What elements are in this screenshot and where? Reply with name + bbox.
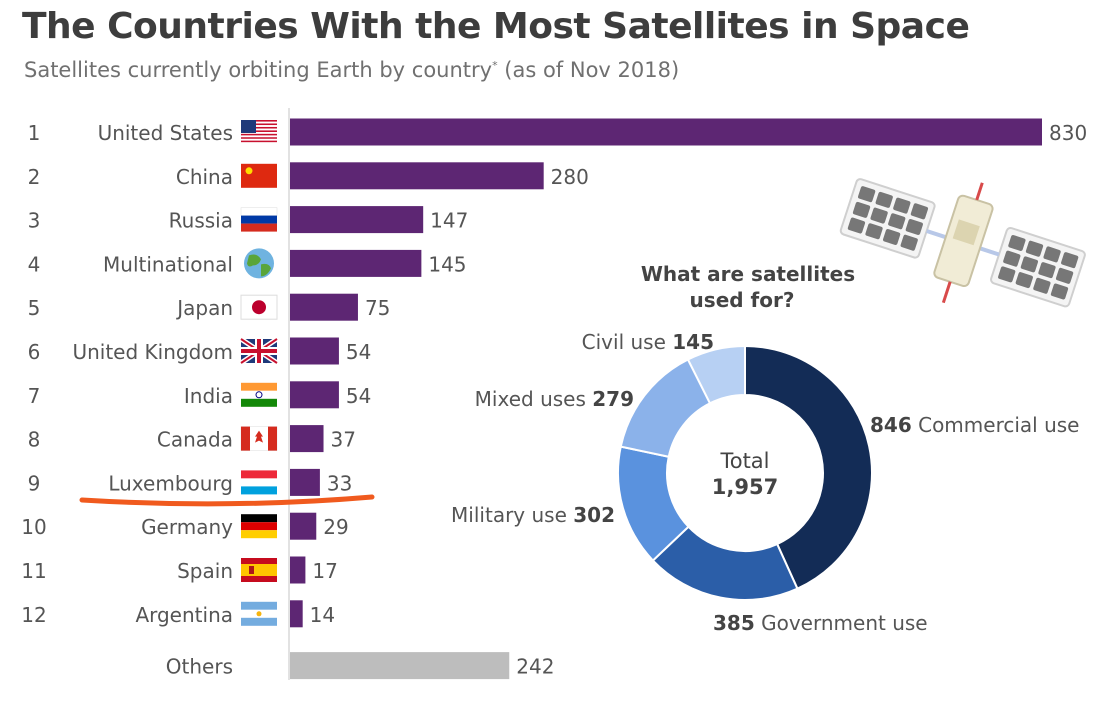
bar-category-label: Canada [157,428,233,452]
bar-value-label: 242 [516,655,554,679]
bar-rank-label: 6 [28,340,41,364]
bar-value-label: 54 [346,340,371,364]
subtitle-footnote-mark: * [492,59,498,72]
bar-row: 3 Russia 147 [28,206,468,234]
flag-germany-icon [241,514,277,539]
bar [290,337,339,365]
bar-rank-label: 4 [28,252,41,276]
bar [290,293,358,321]
bar-rank-label: 9 [28,471,41,495]
bar [290,468,320,496]
bar-row: 9 Luxembourg 33 [28,468,352,496]
donut-slice [744,344,873,591]
bar-row: 7 India 54 [28,381,371,409]
bar-value-label: 830 [1049,121,1087,145]
bar-category-label: Germany [141,515,233,539]
chart-title: The Countries With the Most Satellites i… [22,6,970,47]
bar [290,162,544,190]
flag-spain-icon [241,558,277,582]
donut-slice [686,344,746,405]
bar-category-label: Others [166,655,233,679]
bar-category-label: United Kingdom [72,340,233,364]
bar-rank-label: 1 [28,121,41,145]
bar-row: 6 United Kingdom 54 [28,336,371,366]
bar-value-label: 54 [346,384,371,408]
subtitle-date: (as of Nov 2018) [497,58,680,82]
bar-row: 10 Germany 29 [21,512,349,540]
donut-slice-label: Military use 302 [451,503,615,527]
bar-rank-label: 3 [28,209,41,233]
bar-value-label: 33 [327,471,352,495]
bar-row: 2 China 280 [28,162,589,190]
bar-category-label: Russia [169,209,233,233]
bar-category-label: Spain [177,559,233,583]
bar [290,600,303,628]
flag-luxembourg-icon [241,470,277,495]
bar-category-label: Japan [175,296,233,320]
flag-uk-icon [239,336,279,366]
bar-row: 4 Multinational 145 [28,248,467,279]
bar-rank-label: 11 [21,559,46,583]
flag-russia-icon [240,207,278,232]
bar-value-label: 17 [312,559,337,583]
bar-category-label: United States [98,121,233,145]
donut-center-value: 1,957 [712,475,778,499]
donut-slice-label: 385 Government use [713,611,928,635]
donut-slice-label: Civil use 145 [582,330,714,354]
bar [290,206,424,234]
flag-china-icon [241,163,277,188]
bar-rank-label: 7 [28,384,41,408]
bar [290,381,339,409]
bar-row: 5 Japan 75 [28,293,390,321]
bar-rank-label: 8 [28,428,41,452]
donut-question-line-2: used for? [690,288,795,312]
bar-row: 12 Argentina 14 [21,600,335,628]
donut-labels: 846 Commercial use 385 Government use Mili… [451,330,1079,635]
bar-value-label: 145 [428,252,466,276]
donut-slice-label: Mixed uses 279 [475,387,634,411]
bar-category-label: Argentina [135,603,233,627]
bar-row: 1 United States 830 [28,118,1087,146]
bar-rank-label: 2 [28,165,41,189]
flag-argentina-icon [241,601,277,626]
flag-india-icon [241,382,277,407]
bar-rank-label: 12 [21,603,46,627]
donut-slice-label: 846 Commercial use [870,413,1079,437]
flag-us-icon [241,120,277,144]
flag-canada-icon [240,426,278,451]
highlight-underline [79,494,375,507]
donut-chart [617,344,873,601]
bar-value-label: 14 [310,603,335,627]
flag-japan-icon [240,294,278,320]
bar-value-label: 147 [430,209,468,233]
bar [290,118,1042,146]
bar-rank-label: 10 [21,515,46,539]
satellite-icon [839,178,1086,308]
bar [290,425,324,453]
bar [290,556,306,584]
bar-category-label: Luxembourg [108,471,233,495]
bar-category-label: India [184,384,233,408]
bar [290,512,317,540]
bar-value-label: 280 [551,165,589,189]
bar-row: Others 242 [166,652,554,680]
bar-rank-label: 5 [28,296,41,320]
chart-subtitle: Satellites currently orbiting Earth by c… [24,58,679,82]
bar [290,249,422,277]
bar-value-label: 37 [331,428,356,452]
bar-row: 8 Canada 37 [28,425,356,453]
bar-value-label: 75 [365,296,390,320]
bar-category-label: China [176,165,233,189]
subtitle-main: Satellites currently orbiting Earth by c… [24,58,493,82]
bar-value-label: 29 [323,515,348,539]
globe-icon [244,248,274,279]
donut-center-label: Total [719,449,769,473]
bar-category-label: Multinational [103,252,233,276]
bar-row: 11 Spain 17 [21,556,338,584]
donut-question-line-1: What are satellites [641,262,855,286]
bar [290,652,510,680]
